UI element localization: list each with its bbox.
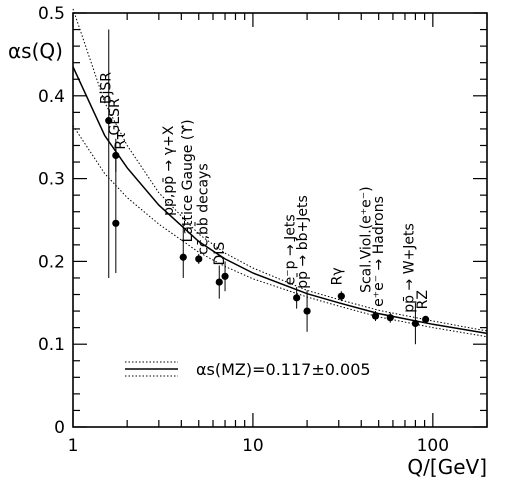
measurement-label-0: BjSR [99, 72, 115, 104]
data-point-10 [371, 312, 380, 320]
measurement-label-7: e⁻p → Jets [282, 214, 298, 285]
data-point-8 [303, 307, 311, 315]
data-point-6 [221, 272, 229, 280]
measurement-label-10: Scal.Viol.(e⁺e⁻) [358, 186, 374, 293]
theory-curves [72, 8, 488, 338]
y-tick-label-0.5: 0.5 [38, 4, 65, 24]
y-tick-label-0.4: 0.4 [38, 87, 65, 107]
plot-frame [72, 12, 488, 428]
data-points [105, 29, 430, 345]
y-tick-label-0: 0 [54, 418, 65, 438]
y-tick-label-0.1: 0.1 [38, 335, 65, 355]
data-point-5 [215, 278, 223, 286]
data-point-3 [179, 253, 187, 261]
measurement-label-8: pp̄ → bb̄+Jets [294, 195, 312, 288]
data-point-2 [112, 219, 120, 227]
measurement-label-2: Rτ [113, 131, 129, 149]
measurement-label-1: GLSR [107, 98, 123, 136]
data-point-12 [411, 319, 420, 328]
x-tick-label-10: 10 [242, 436, 264, 456]
data-point-11 [386, 314, 394, 322]
measurement-label-3: pp,pp̄ → γ+X [161, 125, 177, 216]
data-point-0 [105, 117, 113, 125]
x-axis-title: Q/[GeV] [407, 455, 487, 479]
measurement-label-11: e⁺e⁻ → Hadrons [371, 196, 387, 307]
data-point-9 [337, 292, 345, 300]
x-tick-label-100: 100 [417, 436, 449, 456]
data-point-4 [195, 255, 203, 263]
y-tick-label-0.3: 0.3 [38, 170, 65, 190]
measurement-label-13: RZ [415, 290, 431, 309]
legend-text: αs(MZ)=0.117±0.005 [196, 360, 371, 379]
measurement-label-5: cc̄,bb̄ decays [194, 163, 212, 254]
data-point-13 [422, 315, 430, 323]
measurement-label-4: Lattice Gauge (ϒ) [180, 119, 196, 242]
data-point-7 [293, 294, 301, 302]
measurement-label-6: DIS [212, 242, 228, 266]
measurement-label-12: pp̄ → W+Jets [401, 223, 417, 313]
legend: αs(MZ)=0.117±0.005 [125, 360, 371, 379]
tick-marks: 1 10 100 0 0.1 0.2 0.3 0.4 0.5 [38, 4, 488, 456]
measurement-label-9: Rγ [329, 267, 345, 285]
axes [72, 12, 488, 428]
x-tick-label-1: 1 [68, 436, 79, 456]
y-tick-label-0.2: 0.2 [38, 252, 65, 272]
y-axis-title: αs(Q) [8, 39, 63, 63]
